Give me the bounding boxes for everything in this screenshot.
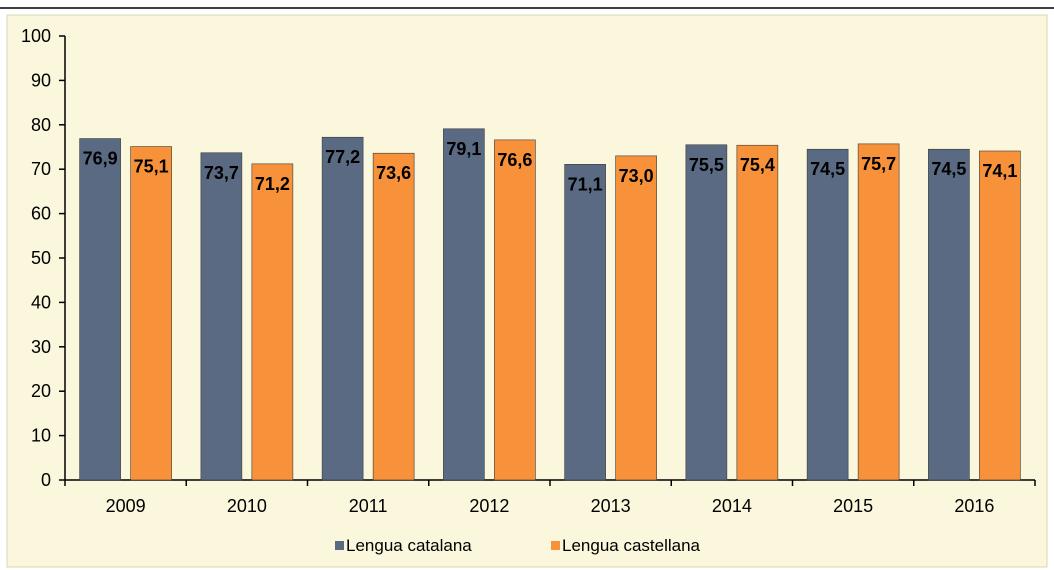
bar-catalana — [443, 128, 485, 481]
bar-catalana — [200, 152, 243, 481]
y-tick-label: 60 — [31, 204, 51, 224]
y-tick-label: 20 — [31, 381, 51, 401]
y-tick-label: 30 — [31, 337, 51, 357]
bar-catalana — [806, 148, 849, 481]
legend-label: Lengua castellana — [562, 536, 701, 555]
bar-catalana — [321, 136, 364, 481]
data-label: 73,7 — [204, 163, 239, 183]
y-tick-label: 40 — [31, 292, 51, 312]
x-tick-label: 2010 — [227, 496, 267, 516]
x-tick-label: 2012 — [469, 496, 509, 516]
legend-swatch — [551, 541, 560, 550]
y-tick-label: 90 — [31, 70, 51, 90]
data-label: 75,1 — [134, 157, 169, 177]
data-label: 75,5 — [689, 155, 724, 175]
bar-castellana — [736, 144, 779, 481]
data-label: 71,2 — [255, 174, 290, 194]
x-axis: 2009 2010 2011 2012 2013 2014 2015 2016 — [64, 479, 1036, 516]
y-tick-label: 80 — [31, 115, 51, 135]
y-tick-label: 50 — [31, 248, 51, 268]
data-label: 71,1 — [568, 174, 603, 194]
data-label: 73,0 — [619, 166, 654, 186]
data-label: 76,9 — [83, 149, 118, 169]
x-tick-label: 2011 — [349, 496, 388, 516]
data-labels: 76,9 73,7 77,2 79,1 71,1 75,5 74,5 74,5 75,1 71,2… — [83, 139, 1018, 195]
bar-castellana — [979, 150, 1021, 481]
bar-castellana — [251, 163, 294, 481]
data-label: 79,1 — [446, 139, 481, 159]
legend-label: Lengua catalana — [346, 536, 472, 555]
y-tick-label: 10 — [31, 426, 51, 446]
bars — [79, 128, 1021, 481]
data-label: 77,2 — [325, 147, 360, 167]
x-tick-label: 2014 — [712, 496, 752, 516]
bar-catalana — [928, 148, 970, 481]
data-label: 74,5 — [810, 159, 845, 179]
x-tick-label: 2016 — [954, 496, 994, 516]
y-tick-label: 70 — [31, 159, 51, 179]
bar-catalana — [564, 164, 606, 481]
data-label: 75,4 — [740, 155, 775, 175]
y-axis: 0 10 20 30 40 50 60 70 80 90 100 — [21, 26, 66, 490]
bar-castellana — [130, 146, 172, 481]
x-tick-label: 2015 — [833, 496, 873, 516]
bar-castellana — [857, 143, 900, 481]
legend-swatch — [335, 541, 344, 550]
bar-castellana — [615, 155, 657, 481]
x-tick-label: 2013 — [591, 496, 631, 516]
data-label: 74,5 — [931, 159, 966, 179]
bar-castellana — [372, 152, 415, 481]
data-label: 73,6 — [376, 163, 411, 183]
legend: Lengua catalana Lengua castellana — [335, 536, 701, 555]
bar-catalana — [685, 144, 728, 481]
data-label: 76,6 — [497, 150, 532, 170]
bar-castellana — [494, 139, 536, 481]
y-tick-label: 100 — [21, 26, 51, 46]
y-tick-label: 0 — [41, 470, 51, 490]
x-tick-label: 2009 — [106, 496, 146, 516]
data-label: 75,7 — [861, 154, 896, 174]
data-label: 74,1 — [982, 161, 1017, 181]
bar-catalana — [79, 138, 121, 481]
